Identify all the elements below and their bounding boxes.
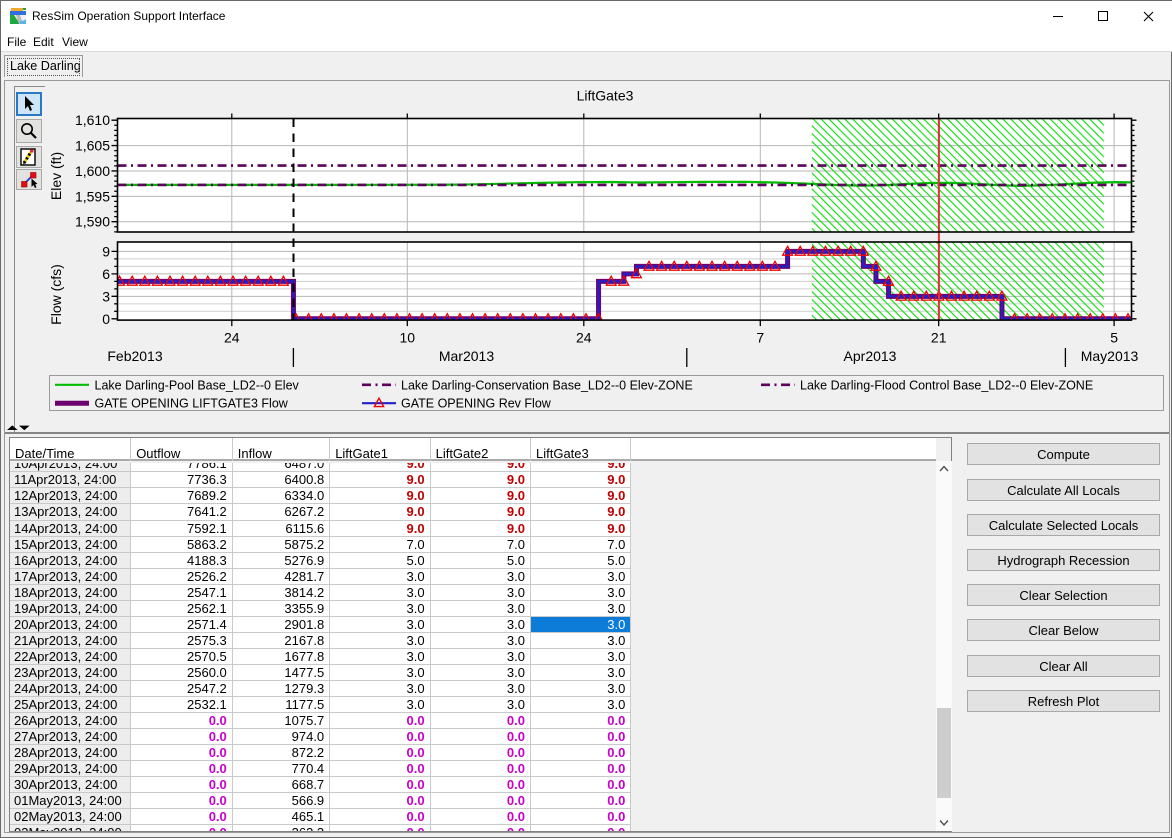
svg-text:3: 3 (102, 288, 110, 304)
svg-text:Lake Darling-Pool Base_LD2--0: Lake Darling-Pool Base_LD2--0 Elev (95, 378, 300, 392)
svg-text:24: 24 (224, 329, 240, 345)
svg-text:May2013: May2013 (1081, 348, 1139, 364)
svg-text:1,595: 1,595 (75, 188, 110, 204)
svg-text:1,600: 1,600 (75, 163, 110, 179)
svg-text:Apr2013: Apr2013 (844, 348, 897, 364)
svg-text:7: 7 (756, 329, 764, 345)
svg-text:LiftGate3: LiftGate3 (577, 88, 634, 104)
svg-text:GATE OPENING Rev Flow: GATE OPENING Rev Flow (401, 397, 552, 411)
svg-text:Elev (ft): Elev (ft) (48, 152, 64, 200)
svg-text:21: 21 (931, 329, 947, 345)
svg-text:Lake Darling-Conservation Base: Lake Darling-Conservation Base_LD2--0 El… (401, 378, 693, 392)
svg-text:5: 5 (1110, 329, 1118, 345)
svg-text:10: 10 (400, 329, 416, 345)
svg-text:24: 24 (576, 329, 592, 345)
svg-text:Mar2013: Mar2013 (439, 348, 494, 364)
svg-text:0: 0 (102, 311, 110, 327)
svg-text:1,610: 1,610 (75, 112, 110, 128)
svg-text:GATE OPENING LIFTGATE3 Flow: GATE OPENING LIFTGATE3 Flow (95, 397, 289, 411)
svg-text:Lake Darling-Flood Control Bas: Lake Darling-Flood Control Base_LD2--0 E… (800, 378, 1093, 392)
svg-text:9: 9 (102, 243, 110, 259)
svg-text:1,590: 1,590 (75, 214, 110, 230)
svg-text:6: 6 (102, 266, 110, 282)
svg-text:1,605: 1,605 (75, 138, 110, 154)
svg-text:Feb2013: Feb2013 (107, 348, 162, 364)
svg-text:Flow (cfs): Flow (cfs) (48, 264, 64, 325)
